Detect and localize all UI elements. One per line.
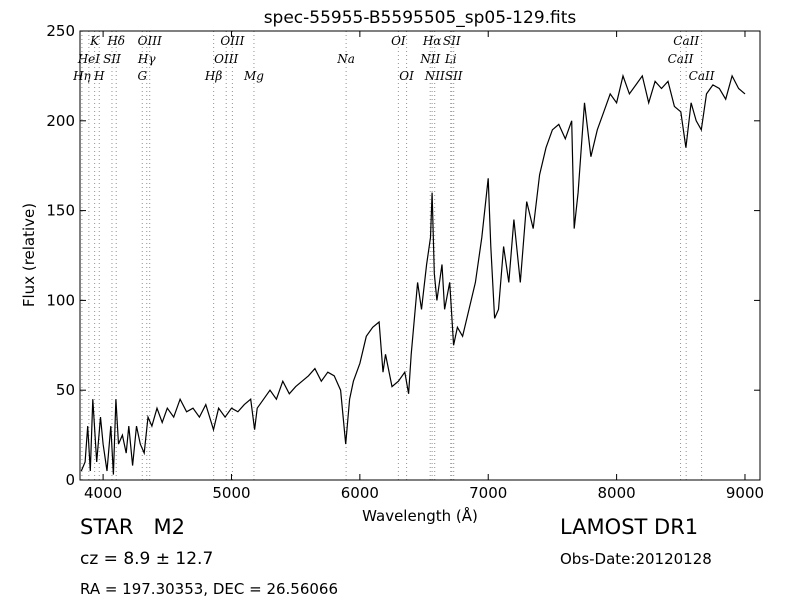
- spectral-line-label: NII: [424, 69, 445, 83]
- spectral-line-label: SII: [445, 69, 463, 83]
- y-tick-label: 150: [46, 202, 75, 220]
- spectral-line-label: H: [93, 69, 105, 83]
- y-tick-label: 0: [65, 471, 75, 489]
- y-tick-label: 250: [46, 22, 75, 40]
- x-tick-label: 4000: [84, 484, 122, 502]
- spectral-line-label: Na: [336, 52, 355, 66]
- coordinates: RA = 197.30353, DEC = 26.56066: [80, 580, 338, 598]
- x-tick-label: 9000: [726, 484, 764, 502]
- survey: LAMOST DR1: [560, 515, 698, 539]
- spectrum: [80, 73, 746, 475]
- obs-date: Obs-Date:20120128: [560, 550, 712, 568]
- spectral-line-label: CaII: [673, 34, 699, 48]
- chart-title: spec-55955-B5595505_sp05-129.fits: [264, 8, 577, 28]
- spectral-line-label: K: [89, 34, 100, 48]
- spectral-line-label: Mg: [243, 69, 264, 83]
- spectral-line-label: Hδ: [106, 34, 125, 48]
- plot-frame: [79, 30, 761, 481]
- spectral-line-label: Hα: [422, 34, 442, 48]
- object-class: STAR M2: [80, 515, 185, 539]
- y-tick-label: 50: [56, 381, 75, 399]
- redshift: cz = 8.9 ± 12.7: [80, 549, 213, 569]
- spectral-line-label: Hη: [72, 69, 91, 83]
- y-axis-label: Flux (relative): [20, 203, 38, 307]
- x-tick-label: 7000: [469, 484, 507, 502]
- spectral-line-label: Hγ: [137, 52, 156, 66]
- x-tick-label: 6000: [341, 484, 379, 502]
- spectral-line-label: NII: [419, 52, 440, 66]
- y-tick-label: 100: [46, 291, 75, 309]
- spectral-line-label: OIII: [214, 52, 238, 66]
- x-tick-label: 5000: [212, 484, 250, 502]
- spectral-line-label: Li: [444, 52, 457, 66]
- spectral-line-label: OIII: [138, 34, 162, 48]
- x-tick-label: 8000: [598, 484, 636, 502]
- y-tick-label: 200: [46, 112, 75, 130]
- spectral-line-label: OI: [399, 69, 414, 83]
- spectral-line-label: G: [137, 69, 147, 83]
- spectral-line-label: CaII: [689, 69, 715, 83]
- spectral-line-label: SII: [103, 52, 121, 66]
- x-axis-label: Wavelength (Å): [362, 506, 478, 525]
- spectral-line-label: CaII: [668, 52, 694, 66]
- spectral-line-label: OIII: [220, 34, 244, 48]
- spectral-line-label: Hβ: [204, 69, 222, 83]
- spectral-line-label: SII: [443, 34, 461, 48]
- spectral-line-label: OI: [391, 34, 406, 48]
